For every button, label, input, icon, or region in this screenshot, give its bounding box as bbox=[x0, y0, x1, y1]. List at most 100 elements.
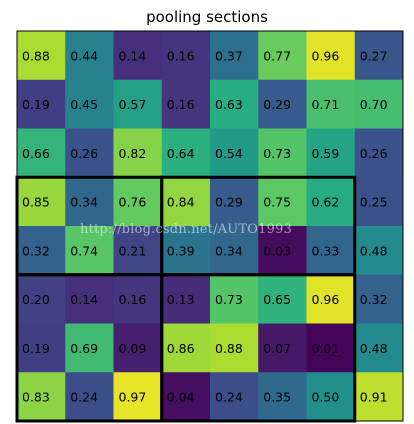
cell-value-label: 0.88 bbox=[22, 48, 50, 63]
heatmap-cell bbox=[354, 323, 404, 373]
heatmap-cell bbox=[258, 31, 307, 81]
heatmap-cell bbox=[17, 177, 66, 227]
heatmap-cell bbox=[161, 177, 211, 227]
heatmap-cell bbox=[210, 372, 259, 422]
cell-value-label: 0.25 bbox=[360, 195, 388, 210]
cell-value-label: 0.33 bbox=[312, 243, 340, 258]
cell-value-label: 0.34 bbox=[70, 195, 98, 210]
heatmap-cell bbox=[258, 372, 307, 422]
heatmap-cell bbox=[258, 128, 307, 178]
heatmap-cell bbox=[306, 79, 356, 129]
heatmap-cell bbox=[306, 226, 356, 276]
cell-value-label: 0.27 bbox=[360, 48, 388, 63]
heatmap-cell bbox=[306, 31, 356, 81]
cell-value-label: 0.07 bbox=[263, 341, 291, 356]
cell-value-label: 0.88 bbox=[215, 341, 243, 356]
cell-value-label: 0.86 bbox=[167, 341, 195, 356]
heatmap-cell bbox=[65, 323, 114, 373]
heatmap-cell bbox=[210, 226, 259, 276]
heatmap-cell bbox=[354, 274, 404, 324]
cell-value-label: 0.77 bbox=[263, 48, 291, 63]
heatmap-cell bbox=[258, 79, 307, 129]
heatmap-cell bbox=[306, 177, 356, 227]
cell-value-label: 0.16 bbox=[119, 292, 147, 307]
heatmap-cell bbox=[65, 372, 114, 422]
cell-value-label: 0.84 bbox=[167, 195, 195, 210]
cell-value-label: 0.16 bbox=[167, 97, 195, 112]
heatmap-cell bbox=[65, 177, 114, 227]
heatmap-cell bbox=[354, 177, 404, 227]
heatmap-cell bbox=[306, 274, 356, 324]
heatmap-cell bbox=[354, 79, 404, 129]
heatmap-cell bbox=[306, 372, 356, 422]
cell-value-label: 0.20 bbox=[22, 292, 50, 307]
cell-value-label: 0.70 bbox=[360, 97, 388, 112]
heatmap-cell bbox=[161, 79, 211, 129]
cell-value-label: 0.39 bbox=[167, 243, 195, 258]
cell-value-label: 0.76 bbox=[119, 195, 147, 210]
cell-value-label: 0.66 bbox=[22, 146, 50, 161]
heatmap-cell bbox=[354, 372, 404, 422]
heatmap-cell bbox=[113, 128, 163, 178]
heatmap-cell bbox=[354, 31, 404, 81]
cell-value-label: 0.54 bbox=[215, 146, 243, 161]
heatmap-cell bbox=[65, 31, 114, 81]
cell-value-label: 0.19 bbox=[22, 341, 50, 356]
cell-value-label: 0.26 bbox=[360, 146, 388, 161]
cell-value-label: 0.09 bbox=[119, 341, 147, 356]
cell-value-label: 0.14 bbox=[70, 292, 98, 307]
heatmap-cell bbox=[65, 226, 114, 276]
heatmap-cell bbox=[161, 323, 211, 373]
heatmap-cell bbox=[65, 274, 114, 324]
cell-value-label: 0.82 bbox=[119, 146, 147, 161]
heatmap-cell bbox=[65, 128, 114, 178]
cell-value-label: 0.32 bbox=[22, 243, 50, 258]
cell-value-label: 0.29 bbox=[215, 195, 243, 210]
cell-value-label: 0.64 bbox=[167, 146, 195, 161]
cell-value-label: 0.45 bbox=[70, 97, 98, 112]
heatmap-cell bbox=[210, 128, 259, 178]
heatmap-cell bbox=[113, 372, 163, 422]
heatmap-cell bbox=[161, 274, 211, 324]
cell-value-label: 0.37 bbox=[215, 48, 243, 63]
cell-value-label: 0.21 bbox=[119, 243, 147, 258]
heatmap-cell bbox=[258, 323, 307, 373]
heatmap-cell bbox=[17, 31, 66, 81]
cell-value-label: 0.69 bbox=[70, 341, 98, 356]
cell-value-label: 0.03 bbox=[263, 243, 291, 258]
cell-value-label: 0.73 bbox=[215, 292, 243, 307]
heatmap-cell bbox=[210, 323, 259, 373]
heatmap-cell bbox=[17, 128, 66, 178]
heatmap-cell bbox=[17, 226, 66, 276]
heatmap-cell bbox=[17, 79, 66, 129]
heatmap-cell bbox=[17, 372, 66, 422]
cell-value-label: 0.91 bbox=[360, 390, 388, 405]
heatmap-cell bbox=[113, 177, 163, 227]
heatmap-cell bbox=[210, 177, 259, 227]
heatmap-cell bbox=[161, 128, 211, 178]
cell-value-label: 0.26 bbox=[70, 146, 98, 161]
cell-value-label: 0.59 bbox=[312, 146, 340, 161]
cell-value-label: 0.24 bbox=[215, 390, 243, 405]
cell-value-label: 0.34 bbox=[215, 243, 243, 258]
cell-value-label: 0.04 bbox=[167, 390, 195, 405]
heatmap-cell bbox=[306, 128, 356, 178]
heatmap-cell bbox=[354, 226, 404, 276]
cell-value-label: 0.32 bbox=[360, 292, 388, 307]
cell-value-label: 0.19 bbox=[22, 97, 50, 112]
heatmap-cell bbox=[210, 31, 259, 81]
watermark-text: http://blog.csdn.net/AUTO1993 bbox=[80, 222, 293, 237]
cell-value-label: 0.50 bbox=[312, 390, 340, 405]
cell-value-label: 0.63 bbox=[215, 97, 243, 112]
cell-value-label: 0.01 bbox=[312, 341, 340, 356]
heatmap-cell bbox=[113, 274, 163, 324]
cell-value-labels: 0.88 0.44 0.14 0.16 0.37 0.77 0.96 0.27 0.19 0.45… bbox=[22, 48, 388, 404]
heatmap-cell bbox=[113, 323, 163, 373]
cell-value-label: 0.62 bbox=[312, 195, 340, 210]
heatmap-cell bbox=[113, 226, 163, 276]
heatmap-cell bbox=[65, 79, 114, 129]
heatmap-cell bbox=[17, 323, 66, 373]
heatmap-cell bbox=[161, 372, 211, 422]
chart-title: pooling sections bbox=[146, 8, 268, 26]
